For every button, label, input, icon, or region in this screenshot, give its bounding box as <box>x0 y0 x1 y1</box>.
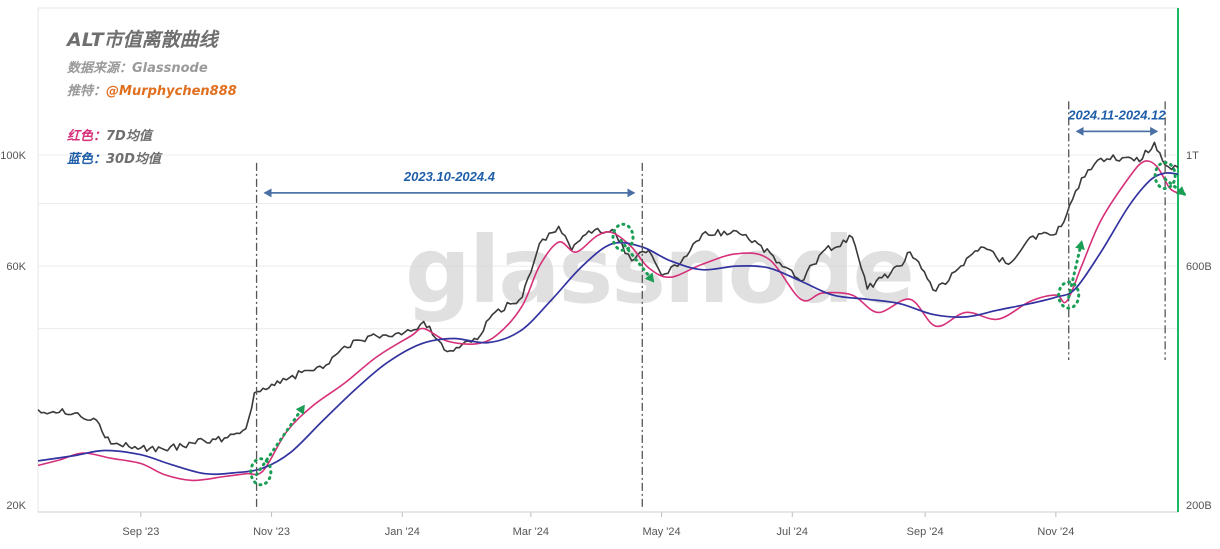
y-right-tick-label: 200B <box>1186 500 1212 512</box>
highlight-circle <box>249 457 273 487</box>
trend-arrow <box>1163 177 1187 196</box>
x-tick-label: Sep '23 <box>122 526 159 538</box>
y-left-tick-label: 100K <box>0 150 26 162</box>
x-tick-label: Sep '24 <box>907 526 944 538</box>
chart-title: ALT市值离散曲线 <box>65 29 220 51</box>
y-right-tick-label: 600B <box>1186 261 1212 273</box>
legend-ma30: 蓝色：30D均值 <box>67 151 163 167</box>
trend-arrow <box>1067 240 1085 299</box>
author-handle: @Murphychen888 <box>106 84 237 99</box>
trend-arrow <box>255 404 306 477</box>
y-left-tick-label: 20K <box>6 500 26 512</box>
series-ma7-line <box>37 160 1179 482</box>
chart-header: ALT市值离散曲线 数据来源：Glassnode 推特：@Murphychen8… <box>65 29 237 99</box>
author-line: 推特：@Murphychen888 <box>67 83 237 99</box>
legend-ma7-key: 红色： <box>67 128 106 144</box>
y-left-tick-label: 60K <box>6 261 26 273</box>
x-tick-label: Jan '24 <box>385 526 420 538</box>
x-tick-label: May '24 <box>642 526 680 538</box>
author-prefix: 推特： <box>67 83 106 99</box>
y-right-tick-label: 1T <box>1186 150 1199 162</box>
highlight-circle <box>611 222 635 252</box>
x-tick-label: Mar '24 <box>513 526 549 538</box>
data-source: 数据来源：Glassnode <box>67 60 208 76</box>
legend-ma7-value: 7D均值 <box>106 128 154 144</box>
x-tick-label: Nov '24 <box>1037 526 1074 538</box>
x-tick-label: Nov '23 <box>253 526 290 538</box>
highlight-circle <box>1057 280 1081 310</box>
annotations: 2023.10-2024.4 2024.11-2024.12 <box>249 101 1187 510</box>
legend-ma30-key: 蓝色： <box>67 151 106 167</box>
trend-arrow <box>619 238 655 283</box>
range-label: 2024.11-2024.12 <box>1067 107 1166 122</box>
highlight-circle <box>1153 161 1177 191</box>
legend-ma30-value: 30D均值 <box>106 151 163 167</box>
range-label: 2023.10-2024.4 <box>403 169 496 184</box>
x-tick-label: Jul '24 <box>777 526 808 538</box>
axes: Sep '23 Nov '23 Jan '24 Mar '24 May '24 Jul '… <box>0 8 1212 538</box>
legend: 红色：7D均值 蓝色：30D均值 <box>67 128 163 167</box>
legend-ma7: 红色：7D均值 <box>67 128 154 144</box>
